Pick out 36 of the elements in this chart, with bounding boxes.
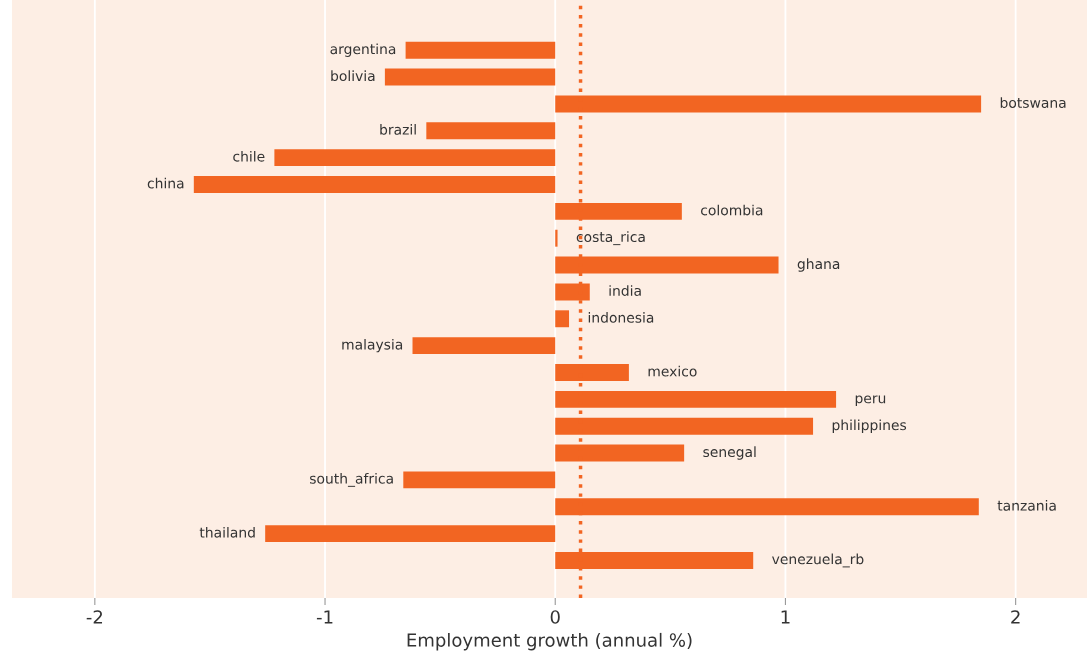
y-tick-label: mexico <box>648 365 697 377</box>
y-tick-label: botswana <box>1000 97 1066 108</box>
y-tick-label: ghana <box>797 258 840 272</box>
bar <box>405 41 556 59</box>
bar <box>555 310 570 328</box>
bar <box>426 122 556 140</box>
y-tick-label: senegal <box>703 446 756 460</box>
x-axis-title: Employment growth (annual %) <box>407 632 692 651</box>
y-tick-label: chile <box>233 150 265 162</box>
bar <box>555 229 558 247</box>
y-tick-label: brazil <box>380 124 416 135</box>
y-tick-label: thailand <box>199 526 255 538</box>
bar <box>193 176 556 193</box>
bar <box>403 471 556 489</box>
bar <box>412 337 556 355</box>
y-tick-label: malaysia <box>342 338 403 353</box>
y-tick-label: china <box>147 177 184 189</box>
x-tick-label: -2 <box>86 610 103 624</box>
y-tick-label: india <box>609 285 641 296</box>
x-tick-label: 1 <box>781 610 790 624</box>
y-tick-label: bolivia <box>331 70 375 82</box>
bar <box>274 149 556 167</box>
y-tick-label: indonesia <box>588 312 654 323</box>
y-tick-label: costa_rica <box>576 231 645 246</box>
y-tick-label: peru <box>855 395 886 407</box>
bar <box>265 525 556 543</box>
bar <box>384 68 556 86</box>
x-tick-label: -1 <box>316 610 333 624</box>
y-tick-label: colombia <box>701 204 763 216</box>
y-tick-label: south_africa <box>310 472 393 487</box>
y-tick-label: venezuela_rb <box>772 553 864 568</box>
y-tick-label: argentina <box>330 43 396 57</box>
x-tick-label: 2 <box>1011 610 1020 624</box>
x-tick-label: 0 <box>550 610 560 624</box>
y-tick-label: philippines <box>832 419 907 433</box>
y-tick-label: tanzania <box>997 500 1056 511</box>
